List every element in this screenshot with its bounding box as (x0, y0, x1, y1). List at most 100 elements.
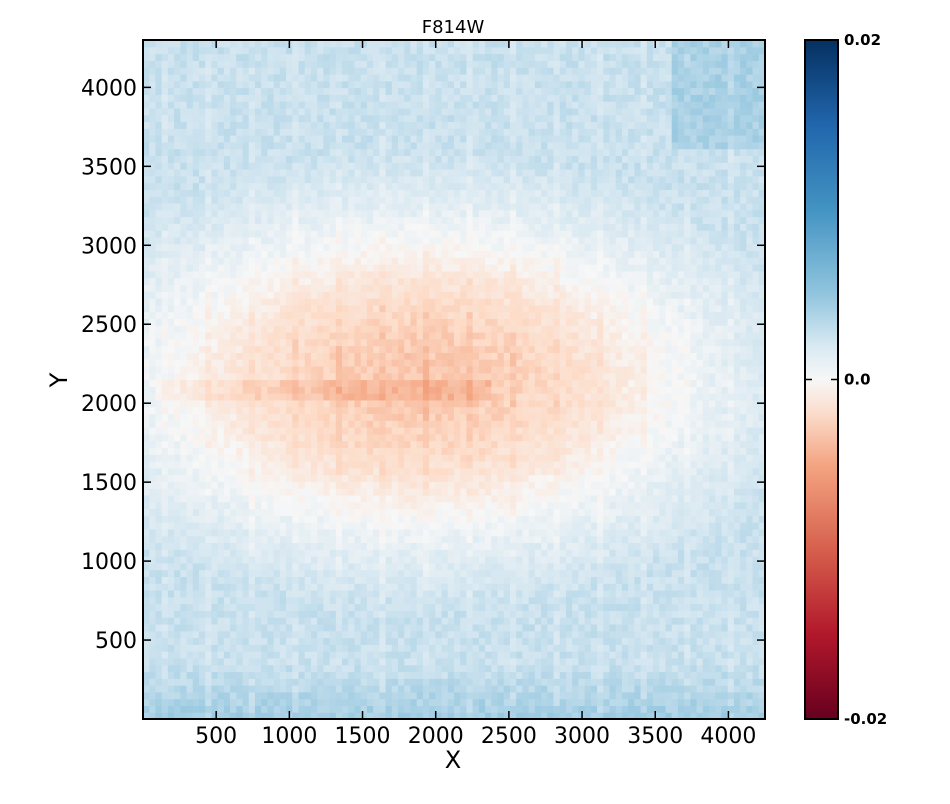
heatmap-cell (211, 440, 219, 448)
heatmap-cell (149, 664, 157, 673)
heatmap-cell (398, 562, 405, 571)
heatmap-cell (248, 481, 256, 489)
heatmap-cell (186, 73, 194, 82)
heatmap-cell (310, 53, 318, 61)
heatmap-cell (360, 372, 368, 381)
heatmap-cell (323, 298, 331, 306)
heatmap-cell (180, 101, 188, 109)
heatmap-cell (348, 128, 356, 136)
heatmap-cell (360, 535, 368, 544)
heatmap-cell (242, 128, 250, 136)
heatmap-cell (161, 196, 169, 204)
heatmap-cell (404, 644, 412, 652)
heatmap-cell (335, 515, 343, 523)
heatmap-cell (410, 399, 418, 408)
heatmap-cell (398, 433, 405, 442)
heatmap-cell (379, 311, 387, 319)
heatmap-cell (248, 189, 256, 197)
heatmap-cell (186, 311, 194, 319)
heatmap-cell (174, 467, 181, 476)
heatmap-cell (366, 637, 374, 645)
heatmap-cell (211, 311, 219, 319)
heatmap-cell (192, 413, 200, 421)
heatmap-cell (348, 617, 356, 625)
heatmap-cell (422, 372, 430, 381)
heatmap-cell (174, 556, 181, 564)
heatmap-cell (404, 270, 412, 279)
heatmap-cell (248, 46, 256, 55)
heatmap-cell (298, 691, 306, 700)
heatmap-cell (198, 148, 206, 157)
heatmap-cell (261, 162, 268, 170)
heatmap-cell (404, 141, 412, 150)
heatmap-cell (404, 196, 412, 204)
heatmap-cell (143, 311, 150, 319)
heatmap-cell (385, 257, 393, 265)
heatmap-cell (323, 420, 331, 428)
heatmap-cell (385, 569, 393, 578)
heatmap-cell (279, 671, 287, 679)
heatmap-cell (279, 393, 287, 401)
heatmap-cell (186, 67, 194, 75)
heatmap-cell (230, 284, 237, 292)
heatmap-cell (304, 583, 312, 591)
heatmap-cell (273, 94, 281, 102)
heatmap-cell (323, 135, 331, 143)
heatmap-cell (242, 508, 250, 516)
heatmap-cell (248, 277, 256, 286)
heatmap-cell (217, 331, 225, 340)
heatmap-cell (167, 223, 175, 231)
heatmap-cell (230, 610, 237, 618)
heatmap-cell (248, 474, 256, 482)
heatmap-cell (398, 189, 405, 197)
heatmap-cell (422, 365, 430, 374)
heatmap-cell (348, 40, 356, 48)
heatmap-cell (273, 311, 281, 319)
heatmap-cell (317, 216, 324, 224)
heatmap-cell (342, 617, 349, 625)
heatmap-cell (230, 386, 237, 394)
heatmap-cell (161, 94, 169, 102)
heatmap-cell (398, 481, 405, 489)
heatmap-cell (211, 128, 219, 136)
heatmap-cell (441, 467, 449, 476)
heatmap-cell (391, 291, 399, 299)
heatmap-cell (310, 331, 318, 340)
heatmap-cell (211, 291, 219, 299)
heatmap-cell (167, 610, 175, 618)
heatmap-cell (373, 257, 380, 265)
heatmap-cell (379, 637, 387, 645)
heatmap-cell (410, 298, 418, 306)
heatmap-cell (149, 460, 157, 469)
heatmap-cell (447, 393, 455, 401)
heatmap-cell (348, 712, 356, 720)
heatmap-cell (360, 467, 368, 476)
heatmap-cell (398, 372, 405, 381)
heatmap-cell (248, 583, 256, 591)
heatmap-cell (310, 671, 318, 679)
heatmap-cell (348, 515, 356, 523)
heatmap-cell (323, 277, 331, 286)
heatmap-cell (404, 175, 412, 184)
heatmap-cell (329, 87, 337, 95)
heatmap-cell (155, 236, 163, 245)
heatmap-cell (286, 325, 293, 333)
heatmap-cell (366, 148, 374, 157)
heatmap-cell (217, 73, 225, 82)
heatmap-cell (242, 589, 250, 598)
heatmap-cell (192, 182, 200, 190)
heatmap-cell (422, 359, 430, 367)
heatmap-cell (354, 94, 362, 102)
heatmap-cell (354, 603, 362, 611)
heatmap-cell (304, 53, 312, 61)
heatmap-cell (310, 257, 318, 265)
heatmap-cell (317, 365, 324, 374)
heatmap-cell (292, 460, 300, 469)
heatmap-cell (298, 284, 306, 292)
heatmap-cell (205, 569, 213, 578)
heatmap-cell (379, 121, 387, 129)
heatmap-cell (230, 406, 237, 415)
heatmap-cell (441, 372, 449, 381)
heatmap-cell (205, 264, 213, 272)
heatmap-cell (435, 60, 443, 68)
